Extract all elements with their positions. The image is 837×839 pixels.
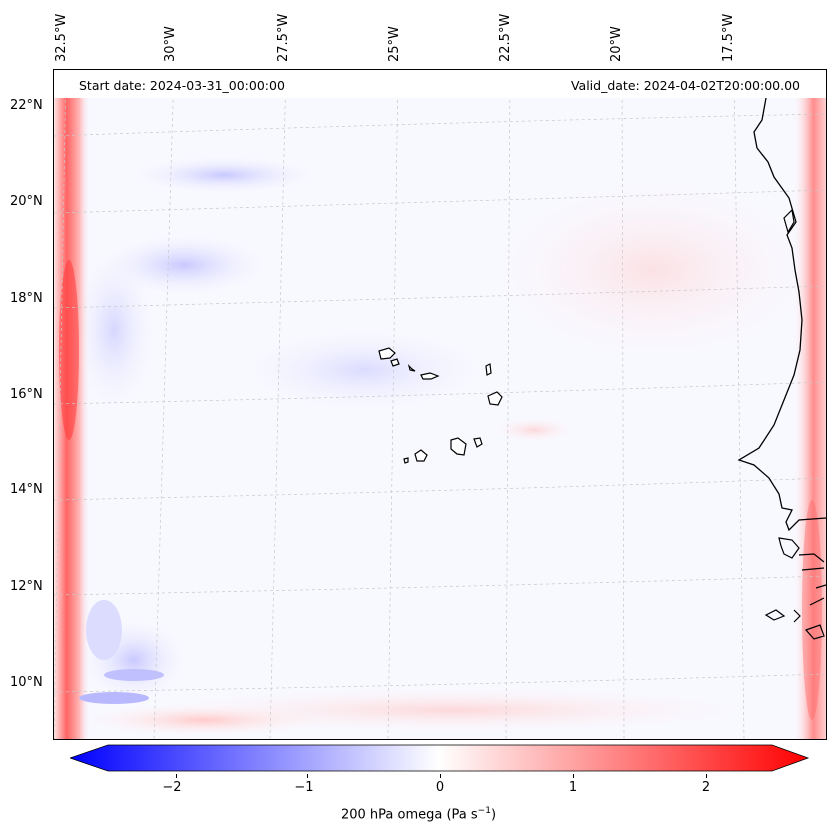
colorbar-label-exp: −1 xyxy=(477,806,491,816)
lon-label-20w: 20°W xyxy=(609,26,624,62)
colorbar-tick-mark xyxy=(440,774,441,778)
colorbar-label-suffix: ) xyxy=(490,807,497,823)
lat-label-10n: 10°N xyxy=(10,675,43,690)
colorbar-tick-0: 0 xyxy=(435,780,445,795)
colorbar xyxy=(68,744,810,776)
africa-coastline xyxy=(737,97,826,532)
lon-label-25w: 25°W xyxy=(387,26,402,62)
valid-date-label: Valid_date: 2024-04-02T20:00:00.00 xyxy=(570,78,800,93)
lat-label-22n: 22°N xyxy=(10,98,43,113)
colorbar-tick-mark xyxy=(706,774,707,778)
lon-label-30w: 30°W xyxy=(163,26,178,62)
start-date-label: Start date: 2024-03-31_00:00:00 xyxy=(79,78,285,93)
lat-label-18n: 18°N xyxy=(10,291,43,306)
colorbar-gradient xyxy=(68,744,810,772)
colorbar-tick-neg1: −1 xyxy=(294,780,314,795)
omega-field-map xyxy=(54,70,826,739)
colorbar-label-prefix: 200 hPa omega (Pa s xyxy=(340,807,478,823)
colorbar-tick-mark xyxy=(176,774,177,778)
cape-verde-islands xyxy=(378,347,503,464)
lat-label-12n: 12°N xyxy=(10,579,43,594)
date-strip: Start date: 2024-03-31_00:00:00 Valid_da… xyxy=(54,70,826,98)
colorbar-tick-mark xyxy=(307,774,308,778)
lon-label-27-5w: 27.5°W xyxy=(276,13,291,62)
lat-label-20n: 20°N xyxy=(10,194,43,209)
lat-label-16n: 16°N xyxy=(10,387,43,402)
map-panel: Start date: 2024-03-31_00:00:00 Valid_da… xyxy=(53,69,827,740)
lon-label-22-5w: 22.5°W xyxy=(498,13,513,62)
colorbar-tick-2: 2 xyxy=(701,780,711,795)
lat-label-14n: 14°N xyxy=(10,482,43,497)
colorbar-tick-neg2: −2 xyxy=(162,780,182,795)
lon-label-17-5w: 17.5°W xyxy=(721,13,736,62)
lon-label-32-5w: 32.5°W xyxy=(54,13,69,62)
colorbar-tick-mark xyxy=(573,774,574,778)
colorbar-tick-1: 1 xyxy=(568,780,578,795)
colorbar-label: 200 hPa omega (Pa s−1) xyxy=(0,806,837,822)
